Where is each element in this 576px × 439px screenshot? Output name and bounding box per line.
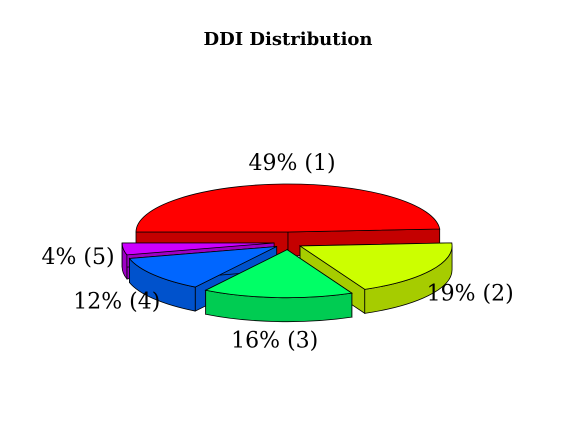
pie-slices (121, 183, 453, 323)
pie-slice-4-top (128, 246, 277, 288)
pie-label-2: 19% (2) (427, 282, 514, 307)
pie-label-1: 49% (1) (248, 151, 335, 176)
pie-labels: 49% (1) 4% (5) 19% (2) 12% (4) 16% (3) (42, 151, 514, 354)
pie-slice-3 (204, 248, 353, 323)
pie-slice-1-top (135, 183, 441, 233)
pie-slice-5-top (121, 242, 275, 256)
pie-label-4: 12% (4) (73, 289, 160, 314)
pie-label-5: 4% (5) (42, 245, 115, 270)
pie-slice-3-top (204, 249, 353, 299)
pie-label-3: 16% (3) (231, 329, 318, 354)
pie-slice-2-top (298, 242, 453, 290)
chart-title: DDI Distribution (203, 29, 372, 50)
